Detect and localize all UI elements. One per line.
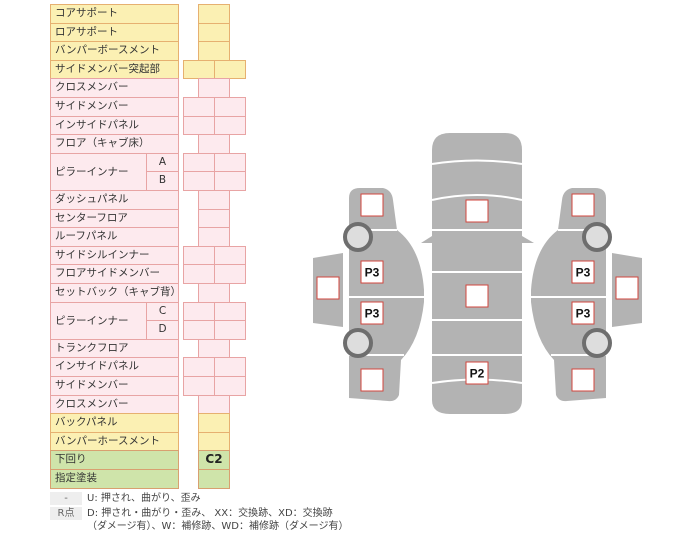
inspection-cell-right xyxy=(214,264,246,284)
damage-box-center-trunk xyxy=(465,361,489,385)
legend-text: U: 押され、曲がり、歪み xyxy=(87,493,201,504)
wheel-icon xyxy=(582,328,612,358)
inspection-cell-right xyxy=(214,59,246,80)
row-label: ピラーインナー xyxy=(50,152,147,191)
damage-box-left-front xyxy=(360,193,384,217)
left-arrow xyxy=(421,236,432,243)
damage-code-left-front-door: P3 xyxy=(365,266,380,280)
damage-box-right-side-panel xyxy=(615,276,639,300)
row-label: サイドメンバー突起部 xyxy=(50,59,179,80)
legend-text: （ダメージ有）、W：補修跡、WD：補修跡（ダメージ有） xyxy=(87,521,349,532)
inspection-cell-right xyxy=(214,115,246,136)
row-sublabel: A xyxy=(146,152,179,173)
row-label: サイドメンバー xyxy=(50,97,179,117)
row-label: インサイドパネル xyxy=(50,115,179,136)
wheel-icon xyxy=(343,222,373,252)
damage-code-right-rear-door: P3 xyxy=(576,307,591,321)
inspection-cell-right xyxy=(214,376,246,396)
row-label: バンパーホースメント xyxy=(50,431,179,452)
damage-box-left-side-panel xyxy=(316,276,340,300)
wheel-icon xyxy=(582,222,612,252)
row-sublabel: C xyxy=(146,301,179,322)
row-label: バンパーボースメント xyxy=(50,41,179,61)
damage-box-right-front-door xyxy=(571,260,595,284)
inspection-cell: C2 xyxy=(198,450,230,470)
legend-key: - xyxy=(50,492,82,505)
wheel-icon xyxy=(343,328,373,358)
damage-box-left-front-door xyxy=(360,260,384,284)
inspection-cell-right xyxy=(214,171,246,191)
damage-box-center-roof xyxy=(465,284,489,308)
car-body-top-view xyxy=(432,133,522,414)
damage-code-right-front-door: P3 xyxy=(576,266,591,280)
row-label: ピラーインナー xyxy=(50,301,147,340)
damage-box-right-rear xyxy=(571,368,595,392)
row-label: クロスメンバー xyxy=(50,394,179,415)
row-label: バックパネル xyxy=(50,413,179,433)
inspection-cell xyxy=(198,469,230,489)
row-label: サイドシルインナー xyxy=(50,245,179,266)
right-arrow xyxy=(522,236,534,243)
damage-box-right-front xyxy=(571,193,595,217)
damage-box-center-hood xyxy=(465,199,489,223)
damage-box-left-rear-door xyxy=(360,301,384,325)
row-label: センターフロア xyxy=(50,208,179,229)
legend-text: D: 押され・曲がり・歪み、 XX：交換跡、XD：交換跡 xyxy=(87,508,333,519)
damage-code-left-rear-door: P3 xyxy=(365,307,380,321)
damage-box-right-rear-door xyxy=(571,301,595,325)
inspection-cell-right xyxy=(214,320,246,340)
row-label: フロア（キャブ床） xyxy=(50,134,179,154)
row-label: フロアサイドメンバー xyxy=(50,264,179,284)
row-label: 指定塗装 xyxy=(50,469,179,489)
row-label: クロスメンバー xyxy=(50,78,179,98)
damage-code-center-trunk: P2 xyxy=(470,367,485,381)
damage-box-left-rear xyxy=(360,368,384,392)
legend-key: R点 xyxy=(50,507,82,520)
